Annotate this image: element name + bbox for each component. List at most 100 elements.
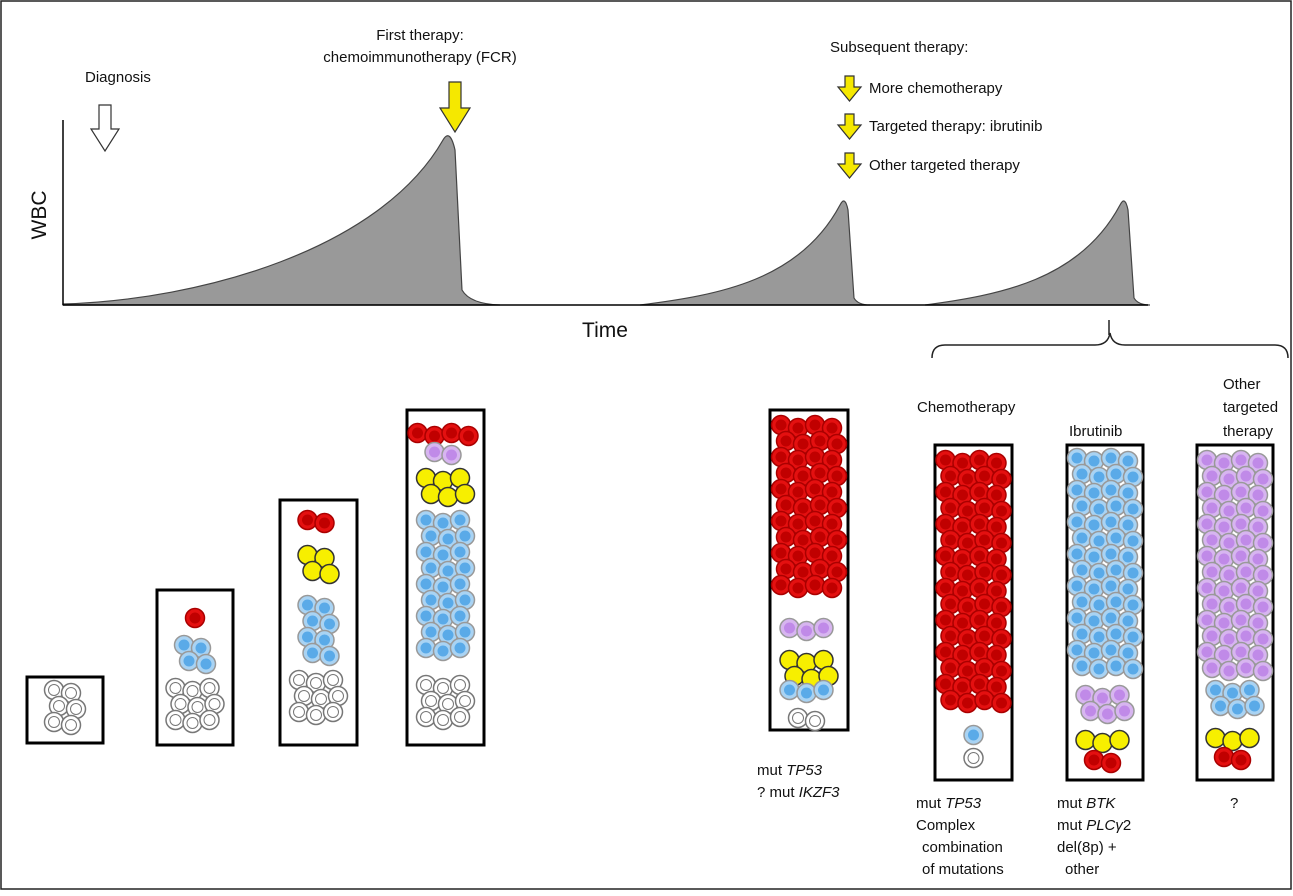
cell-nucleus <box>1114 690 1125 701</box>
cell-nucleus <box>991 490 1002 501</box>
cell-nucleus <box>209 699 220 710</box>
cell-nucleus <box>1077 661 1088 672</box>
mutation-label-part: mut <box>916 795 945 812</box>
cell-nucleus <box>1202 487 1213 498</box>
cell-nucleus <box>1114 735 1125 746</box>
cell-nucleus <box>810 452 821 463</box>
mutation-label-part: ? <box>1230 795 1238 812</box>
mutation-label: mut TP53 <box>757 762 823 779</box>
cell-nucleus <box>968 753 979 764</box>
cell-nucleus <box>1241 535 1252 546</box>
cell-nucleus <box>1210 685 1221 696</box>
mutation-label-part: BTK <box>1086 795 1116 812</box>
cell-nucleus <box>962 506 973 517</box>
cell-nucleus <box>1077 565 1088 576</box>
cell-nucleus <box>187 686 198 697</box>
cell-nucleus <box>1224 666 1235 677</box>
cell-nucleus <box>438 518 449 529</box>
cell-nucleus <box>187 718 198 729</box>
cell-nucleus <box>1207 471 1218 482</box>
cell-nucleus <box>962 634 973 645</box>
cell-nucleus <box>979 663 990 674</box>
cell-nucleus <box>957 618 968 629</box>
cell-nucleus <box>962 570 973 581</box>
mutation-label: mut TP53 <box>916 795 982 812</box>
cell-nucleus <box>426 489 437 500</box>
therapy-option: Other targeted therapy <box>869 157 1020 174</box>
cell-nucleus <box>1219 586 1230 597</box>
cell-nucleus <box>818 655 829 666</box>
cell-nucleus <box>1094 504 1105 515</box>
cell-nucleus <box>299 691 310 702</box>
cell-nucleus <box>991 586 1002 597</box>
cell-nucleus <box>810 420 821 431</box>
cell-nucleus <box>940 519 951 530</box>
cell-nucleus <box>1094 536 1105 547</box>
cell-nucleus <box>1207 663 1218 674</box>
cell-nucleus <box>1111 629 1122 640</box>
cell-nucleus <box>426 531 437 542</box>
cell-nucleus <box>316 694 327 705</box>
cell-nucleus <box>827 583 838 594</box>
cell-nucleus <box>974 647 985 658</box>
cell-nucleus <box>1089 552 1100 563</box>
cell-nucleus <box>940 615 951 626</box>
cell-nucleus <box>1106 581 1117 592</box>
cell-nucleus <box>1207 535 1218 546</box>
cell-nucleus <box>1202 615 1213 626</box>
cell-nucleus <box>192 702 203 713</box>
cell-nucleus <box>815 564 826 575</box>
cell-nucleus <box>810 716 821 727</box>
cell-nucleus <box>815 468 826 479</box>
cell-nucleus <box>798 439 809 450</box>
cell-nucleus <box>446 428 457 439</box>
cell-nucleus <box>832 503 843 514</box>
cell-nucleus <box>810 548 821 559</box>
cell-nucleus <box>1244 685 1255 696</box>
mutation-label-part: mut <box>1057 817 1086 834</box>
cell-nucleus <box>175 699 186 710</box>
cell-nucleus <box>184 656 195 667</box>
cell-nucleus <box>1094 632 1105 643</box>
cell-nucleus <box>1215 701 1226 712</box>
cell-nucleus <box>460 627 471 638</box>
cell-nucleus <box>996 538 1007 549</box>
cell-nucleus <box>1224 538 1235 549</box>
cell-nucleus <box>1094 472 1105 483</box>
cell-nucleus <box>962 538 973 549</box>
cell-nucleus <box>1227 688 1238 699</box>
cell-nucleus <box>1258 538 1269 549</box>
cell-nucleus <box>940 455 951 466</box>
cell-nucleus <box>1219 522 1230 533</box>
cell-nucleus <box>957 586 968 597</box>
cell-nucleus <box>438 476 449 487</box>
cell-nucleus <box>979 567 990 578</box>
cell-nucleus <box>1123 648 1134 659</box>
cell-nucleus <box>996 698 1007 709</box>
cell-nucleus <box>190 613 201 624</box>
cell-nucleus <box>1123 488 1134 499</box>
cell-nucleus <box>421 680 432 691</box>
cell-nucleus <box>776 548 787 559</box>
cell-nucleus <box>1077 501 1088 512</box>
cell-nucleus <box>443 598 454 609</box>
cell-nucleus <box>1072 645 1083 656</box>
cell-nucleus <box>1219 490 1230 501</box>
cell-nucleus <box>1106 453 1117 464</box>
cell-nucleus <box>776 516 787 527</box>
cell-nucleus <box>991 554 1002 565</box>
cell-nucleus <box>974 519 985 530</box>
cell-nucleus <box>815 532 826 543</box>
branch-title: Ibrutinib <box>1069 423 1122 440</box>
cell-nucleus <box>1207 599 1218 610</box>
cell-nucleus <box>1253 554 1264 565</box>
cell-nucleus <box>1094 568 1105 579</box>
cell-nucleus <box>991 650 1002 661</box>
cell-nucleus <box>827 519 838 530</box>
cell-nucleus <box>815 500 826 511</box>
mutation-label-part: other <box>1065 861 1099 878</box>
cell-nucleus <box>827 487 838 498</box>
cell-nucleus <box>1202 519 1213 530</box>
cell-nucleus <box>1253 650 1264 661</box>
cell-nucleus <box>1224 634 1235 645</box>
